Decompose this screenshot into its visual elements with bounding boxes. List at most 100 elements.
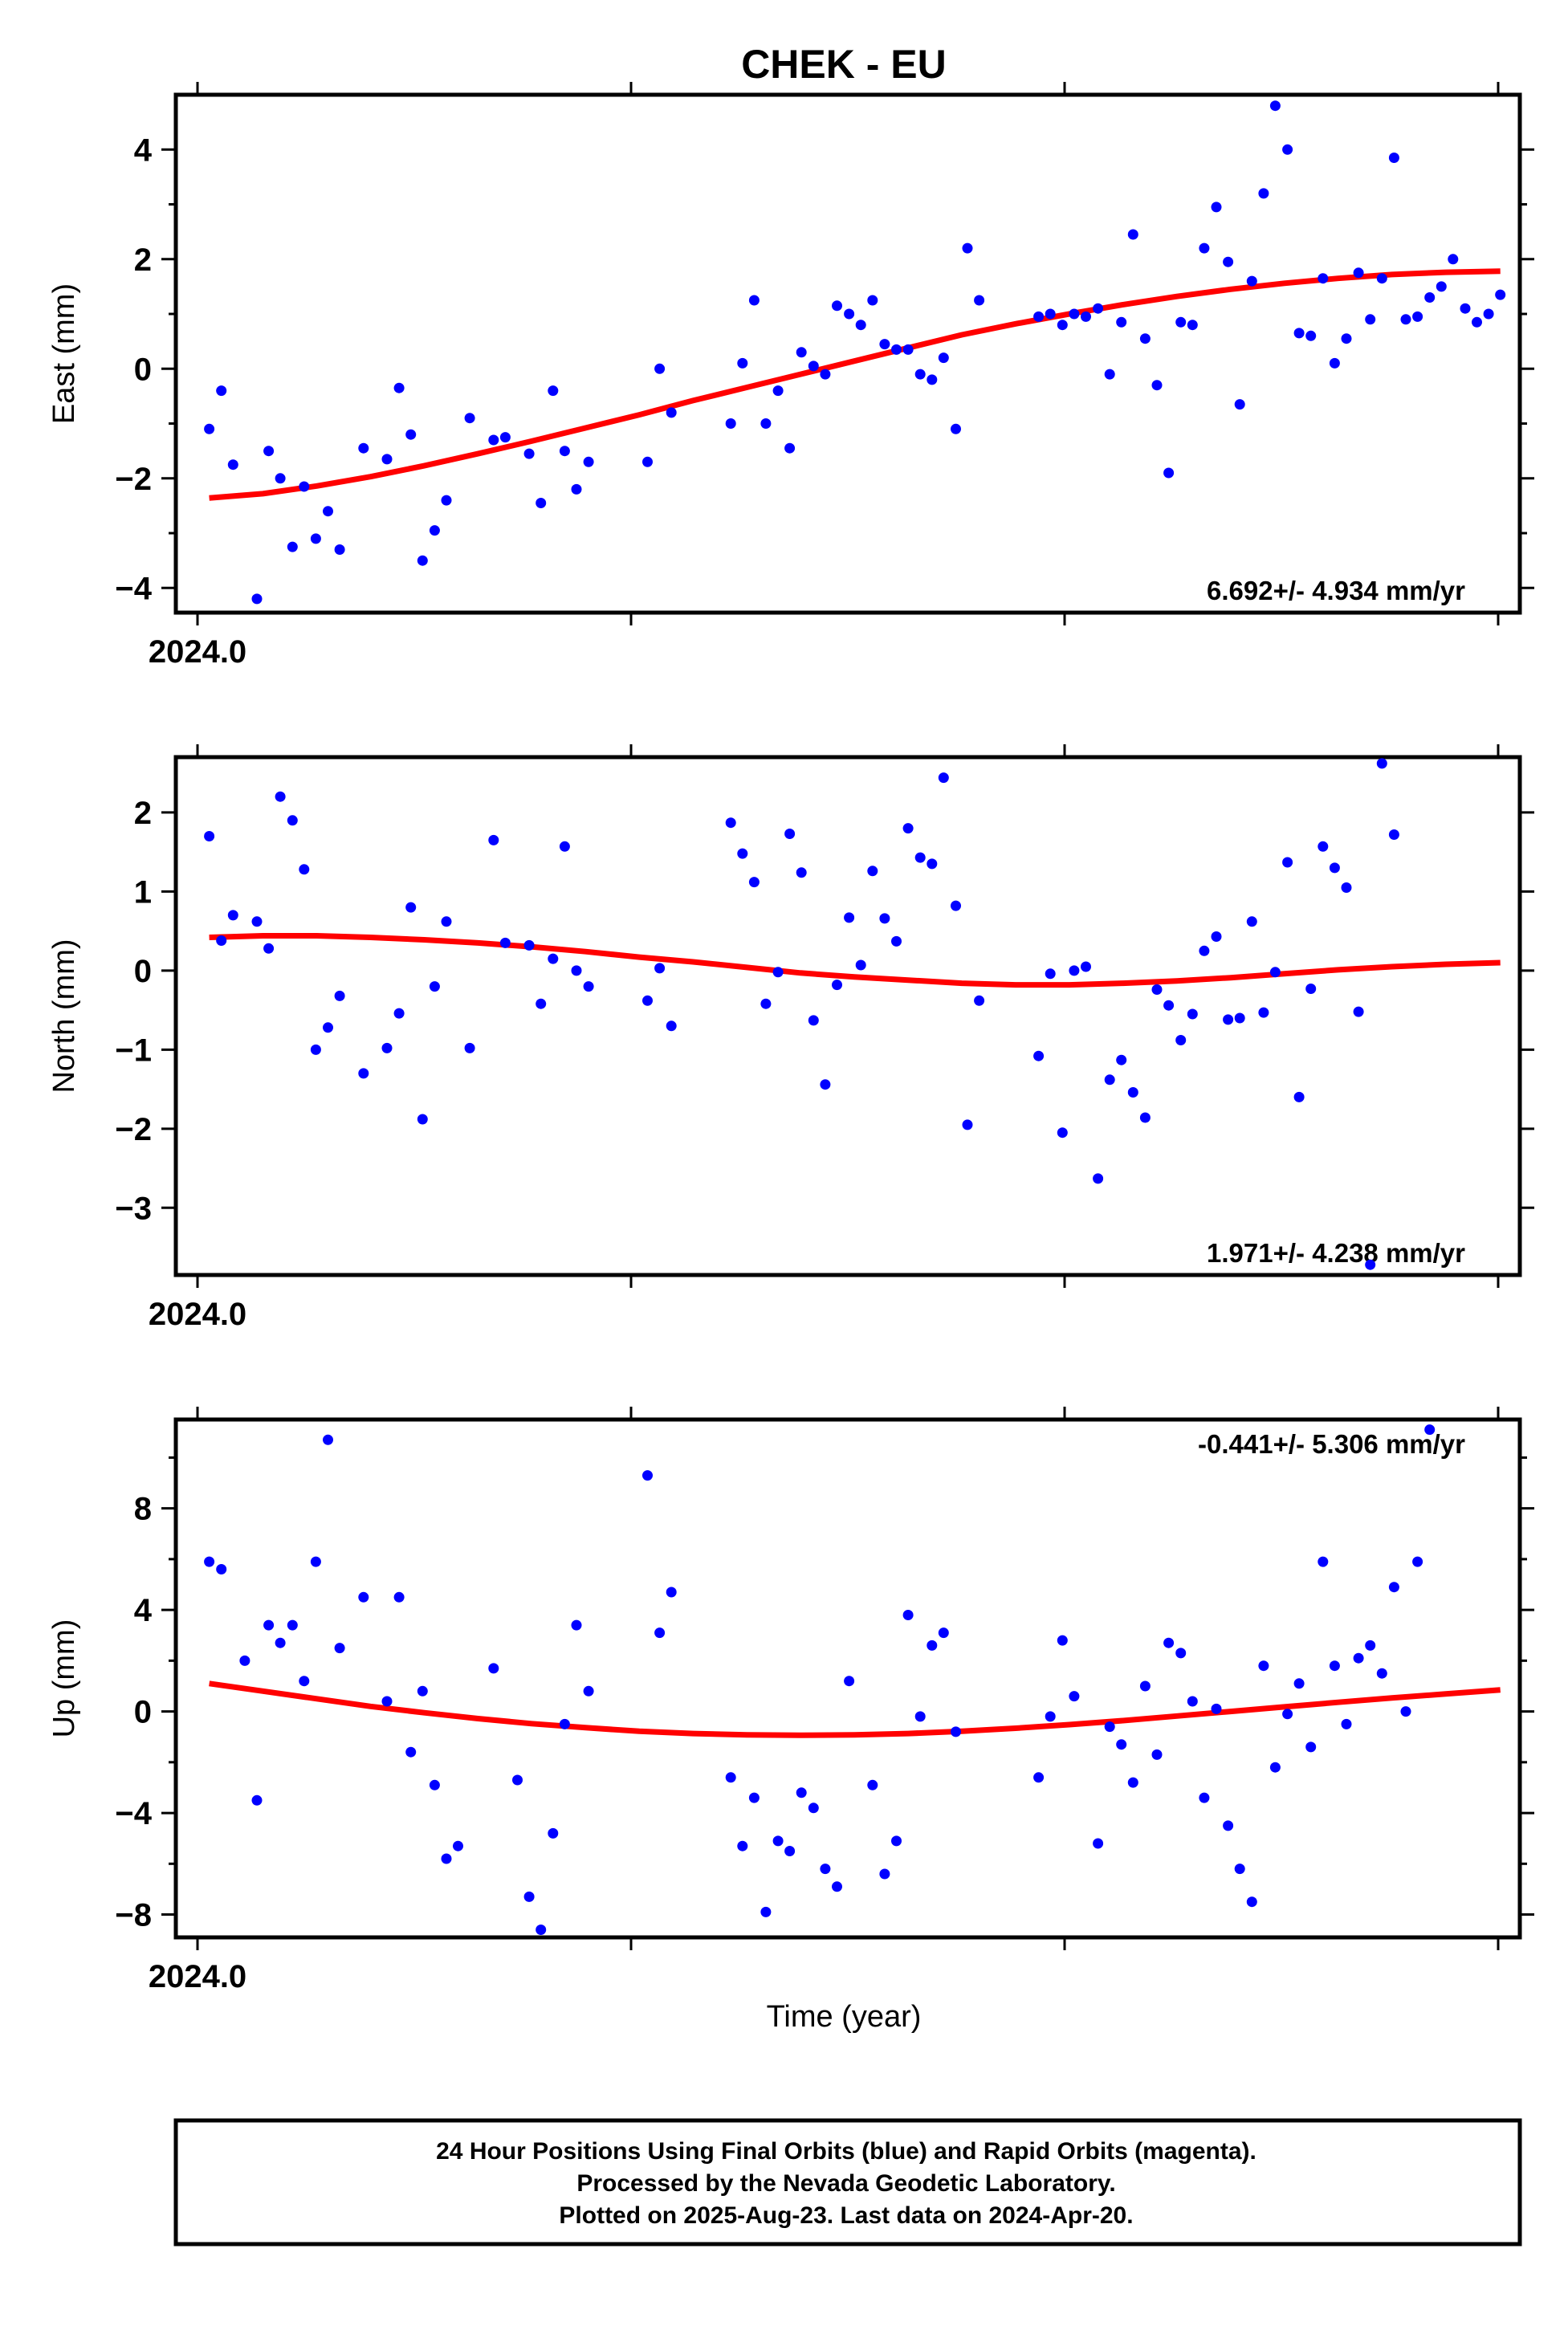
north-data-point — [1163, 1000, 1175, 1011]
north-data-point — [1116, 1054, 1127, 1065]
up-data-point — [867, 1779, 878, 1790]
north-data-point — [962, 1119, 973, 1130]
east-data-point — [725, 418, 736, 429]
north-data-point — [1388, 829, 1399, 840]
east-data-point — [1057, 320, 1068, 331]
up-data-point — [381, 1696, 393, 1707]
north-data-point — [381, 1042, 393, 1053]
north-data-point — [1151, 984, 1163, 995]
up-data-point — [571, 1619, 582, 1631]
up-y-axis-label: Up (mm) — [47, 1619, 81, 1738]
east-data-point — [796, 347, 807, 358]
north-y-tick-label-3: 0 — [134, 954, 152, 989]
north-data-point — [1033, 1050, 1045, 1061]
up-data-point — [1139, 1680, 1151, 1692]
north-y-tick-label-2: −1 — [115, 1033, 152, 1068]
footer-frame — [173, 2118, 1522, 2246]
up-data-point — [891, 1835, 902, 1847]
east-data-point — [1305, 330, 1317, 341]
up-data-point — [1033, 1772, 1045, 1783]
up-data-point — [1388, 1582, 1399, 1593]
east-data-point — [914, 369, 926, 380]
north-data-point — [1223, 1014, 1234, 1025]
up-data-point — [358, 1591, 369, 1603]
north-data-point — [1211, 931, 1222, 942]
up-data-point — [559, 1718, 570, 1729]
footer-line-1: 24 Hour Positions Using Final Orbits (bl… — [436, 2138, 1256, 2165]
north-data-point — [1187, 1008, 1198, 1020]
north-data-point — [323, 1022, 333, 1033]
panel-east: 2024.0 −4 −2 0 2 4 East (mm) 6.692+/- 4.934 mm/… — [47, 82, 1534, 670]
up-data-point — [1365, 1640, 1376, 1651]
north-data-point — [1269, 967, 1281, 978]
east-data-point — [1211, 202, 1222, 213]
east-data-point — [760, 418, 772, 429]
north-data-point — [488, 834, 499, 845]
up-y-tick-label-4: 8 — [134, 1492, 152, 1527]
up-y-tick-label-1: −4 — [115, 1796, 152, 1831]
up-data-point — [938, 1627, 949, 1639]
east-data-point — [559, 446, 570, 457]
north-data-point — [1282, 857, 1293, 868]
up-data-point — [784, 1846, 796, 1856]
north-data-point — [772, 967, 784, 978]
north-rate-label: 1.971+/- 4.238 mm/yr — [1207, 1238, 1465, 1268]
north-data-point — [571, 965, 582, 976]
north-data-point — [358, 1068, 369, 1079]
north-data-point — [844, 912, 855, 923]
east-y-tick-label-4: 4 — [134, 132, 153, 168]
up-data-point — [1293, 1678, 1305, 1689]
east-data-point — [784, 442, 796, 454]
up-data-point — [453, 1840, 463, 1851]
east-data-point — [310, 533, 321, 544]
north-data-point — [441, 916, 452, 927]
north-data-point — [737, 848, 748, 859]
east-data-point — [1483, 308, 1494, 320]
east-data-point — [334, 544, 345, 555]
east-data-point — [820, 369, 831, 380]
north-data-point — [536, 998, 547, 1009]
east-data-point — [1093, 303, 1104, 314]
up-data-point — [772, 1835, 784, 1847]
up-data-point — [1223, 1820, 1234, 1831]
up-data-point — [1282, 1709, 1293, 1720]
north-data-point — [1069, 965, 1080, 976]
east-data-point — [1187, 320, 1198, 331]
north-y-tick-label-0: −3 — [115, 1191, 152, 1226]
up-data-point — [914, 1711, 926, 1722]
north-data-point — [405, 902, 417, 913]
east-data-point — [1116, 316, 1127, 328]
up-data-point — [536, 1925, 547, 1935]
east-data-point — [393, 382, 405, 393]
east-data-point — [536, 498, 547, 508]
north-data-point — [523, 939, 535, 951]
east-data-point — [1376, 273, 1387, 284]
up-data-point — [796, 1787, 807, 1798]
up-data-point — [310, 1556, 321, 1567]
north-data-point — [204, 831, 215, 841]
chart-title: CHEK - EU — [741, 42, 947, 87]
up-data-point — [239, 1655, 250, 1666]
east-x-tick-label-0: 2024.0 — [149, 634, 246, 670]
north-data-point — [1104, 1074, 1115, 1086]
up-data-point — [1400, 1706, 1411, 1717]
up-fit-line — [209, 1680, 1501, 1738]
up-data-point — [429, 1779, 440, 1790]
up-data-point — [1353, 1652, 1364, 1664]
east-data-point — [1282, 144, 1293, 155]
east-data-point — [1127, 229, 1138, 240]
east-data-point — [429, 525, 440, 536]
east-data-point — [1223, 256, 1234, 267]
east-data-point — [867, 295, 878, 306]
east-data-point — [1353, 267, 1364, 279]
east-data-point — [1448, 254, 1459, 265]
east-data-point — [523, 448, 535, 459]
footer-line-3: Plotted on 2025-Aug-23. Last data on 202… — [559, 2202, 1133, 2229]
up-data-point — [275, 1637, 286, 1648]
north-data-point — [748, 877, 760, 888]
east-data-point — [1365, 314, 1376, 325]
north-data-point — [275, 791, 286, 802]
east-data-point — [1163, 467, 1175, 479]
east-data-point — [583, 456, 594, 467]
east-data-point — [1436, 281, 1447, 292]
